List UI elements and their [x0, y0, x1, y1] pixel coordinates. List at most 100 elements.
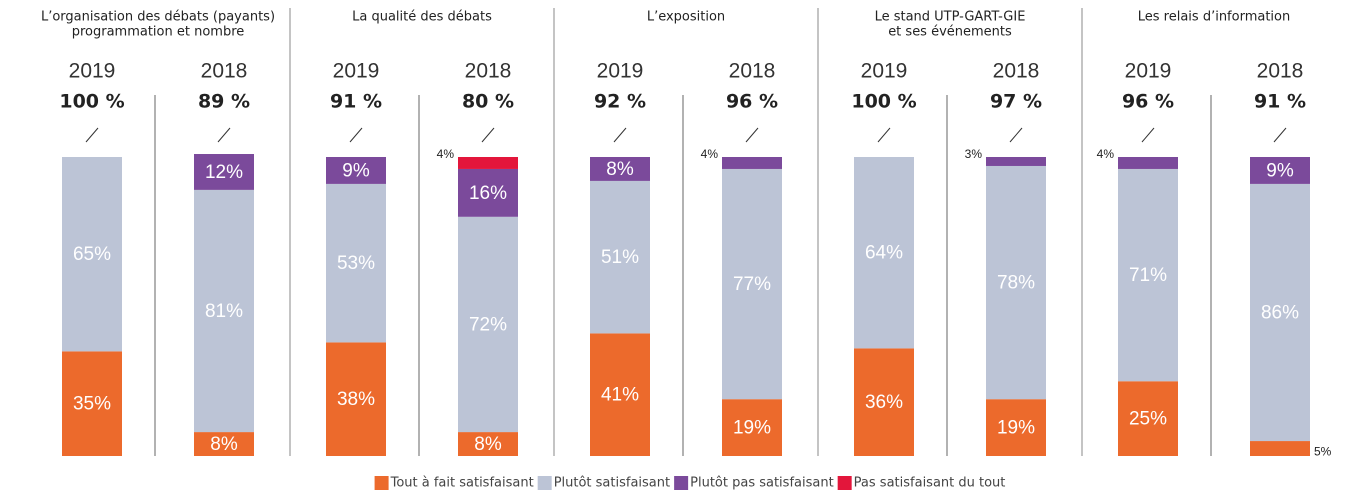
slash — [877, 127, 891, 143]
value-label: 86% — [1261, 302, 1299, 323]
legend-label: Plutôt satisfaisant — [554, 476, 670, 491]
value-label: 77% — [733, 274, 771, 295]
group-title: programmation et nombre — [72, 25, 245, 40]
slash — [745, 127, 759, 143]
bar-segment — [458, 432, 518, 456]
bar-segment — [62, 157, 122, 352]
value-label: 78% — [997, 273, 1035, 294]
bar-segment — [986, 165, 1046, 400]
slash — [217, 127, 231, 143]
value-label: 4% — [437, 147, 455, 161]
bar-segment — [458, 216, 518, 433]
bar-segment — [590, 180, 650, 334]
bar-segment — [1118, 157, 1178, 169]
total-label: 100 % — [59, 91, 124, 113]
total-label: 96 % — [1122, 91, 1174, 113]
total-label: 96 % — [726, 91, 778, 113]
value-label: 16% — [469, 183, 507, 204]
bar-segment — [854, 348, 914, 456]
slash — [1141, 127, 1155, 143]
value-label: 64% — [865, 243, 903, 264]
legend-swatch — [374, 476, 389, 490]
bar-segment — [1118, 381, 1178, 456]
bar-segment — [62, 351, 122, 456]
bar-segment — [722, 399, 782, 456]
value-label: 51% — [601, 247, 639, 268]
value-label: 41% — [601, 385, 639, 406]
total-label: 91 % — [330, 91, 382, 113]
year-label: 2018 — [465, 60, 512, 83]
bar-segment — [986, 157, 1046, 166]
year-label: 2019 — [333, 60, 380, 83]
value-label: 53% — [337, 253, 375, 274]
bar-segment — [590, 157, 650, 181]
value-label: 9% — [1266, 160, 1294, 181]
group-title: L’organisation des débats (payants) — [41, 10, 275, 25]
bar-segment — [722, 157, 782, 169]
slash — [85, 127, 99, 143]
year-label: 2018 — [993, 60, 1040, 83]
value-label: 4% — [1097, 147, 1115, 161]
total-label: 89 % — [198, 91, 250, 113]
legend-swatch — [837, 476, 852, 490]
bar-segment — [590, 333, 650, 456]
value-label: 65% — [73, 244, 111, 265]
value-label: 8% — [210, 434, 238, 455]
year-label: 2018 — [1257, 60, 1304, 83]
bar-segment — [722, 168, 782, 400]
bar-segment — [326, 342, 386, 456]
bar-segment — [1250, 157, 1310, 184]
slash — [349, 127, 363, 143]
bar-segment — [986, 399, 1046, 456]
total-label: 92 % — [594, 91, 646, 113]
group-title: Les relais d’information — [1138, 10, 1290, 25]
legend-swatch — [537, 476, 552, 490]
group-title: L’exposition — [647, 10, 725, 25]
year-label: 2018 — [729, 60, 776, 83]
total-label: 97 % — [990, 91, 1042, 113]
year-label: 2019 — [861, 60, 908, 83]
value-label: 8% — [606, 159, 634, 180]
bar-segment — [326, 157, 386, 184]
group-title: La qualité des débats — [352, 10, 492, 25]
group-title: Le stand UTP-GART-GIE — [875, 10, 1026, 25]
value-label: 71% — [1129, 265, 1167, 286]
value-label: 9% — [342, 160, 370, 181]
bar-segment — [1118, 168, 1178, 382]
bar-segment — [1250, 441, 1310, 456]
bar-segment — [458, 157, 518, 169]
bar-segment — [194, 432, 254, 456]
bar-segment — [1250, 183, 1310, 442]
value-label: 3% — [965, 147, 983, 161]
value-label: 8% — [474, 434, 502, 455]
value-label: 25% — [1129, 409, 1167, 430]
legend-swatch — [674, 476, 689, 490]
total-label: 80 % — [462, 91, 514, 113]
value-label: 81% — [205, 301, 243, 322]
bar-segment — [326, 183, 386, 343]
value-label: 72% — [469, 314, 507, 335]
value-label: 4% — [701, 147, 719, 161]
year-label: 2019 — [597, 60, 644, 83]
group-title: et ses événements — [888, 25, 1012, 40]
value-label: 38% — [337, 389, 375, 410]
total-label: 91 % — [1254, 91, 1306, 113]
total-label: 100 % — [851, 91, 916, 113]
value-label: 12% — [205, 162, 243, 183]
year-label: 2019 — [69, 60, 116, 83]
slash — [481, 127, 495, 143]
slash — [1273, 127, 1287, 143]
bar-segment — [194, 189, 254, 433]
value-label: 36% — [865, 392, 903, 413]
value-label: 19% — [733, 418, 771, 439]
bar-segment — [854, 157, 914, 349]
value-label: 5% — [1314, 445, 1332, 459]
year-label: 2019 — [1125, 60, 1172, 83]
slash — [1009, 127, 1023, 143]
legend-label: Tout à fait satisfaisant — [390, 476, 534, 491]
bar-segment — [194, 154, 254, 190]
value-label: 19% — [997, 418, 1035, 439]
year-label: 2018 — [201, 60, 248, 83]
bar-segment — [458, 168, 518, 217]
